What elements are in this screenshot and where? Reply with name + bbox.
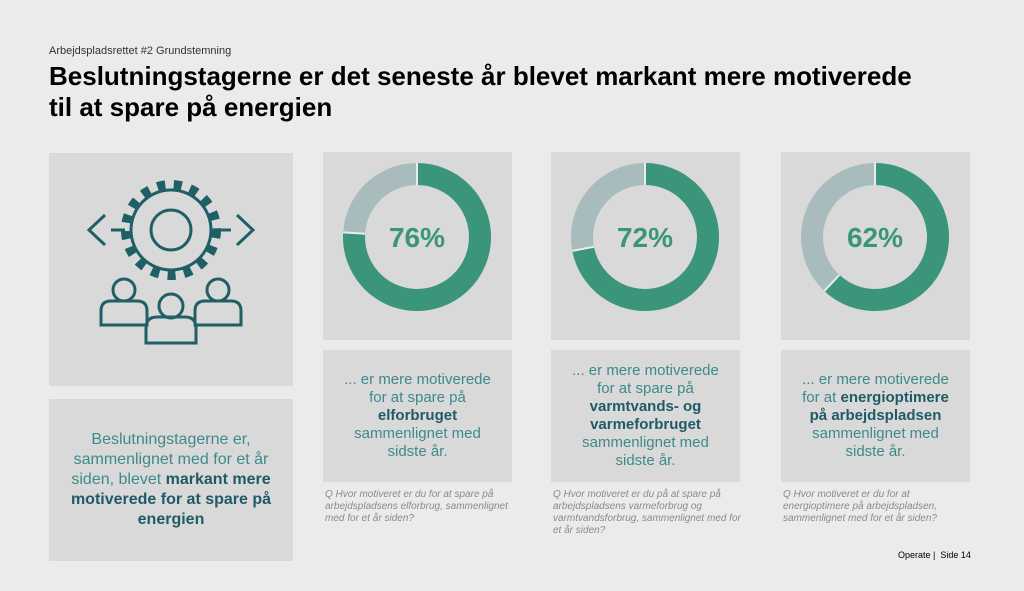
icon xyxy=(86,180,256,345)
summary-text-bold: markant mere motiverede for at spare på … xyxy=(70,471,272,528)
description-plain: ... er mere motiverede for at spare på xyxy=(572,362,719,397)
description-plain: ... er mere motiverede for at spare på xyxy=(344,371,491,406)
chart-panel: 76% xyxy=(323,152,512,340)
donut-segment xyxy=(824,163,949,311)
question: Q Hvor motiveret er du for at energiopti… xyxy=(783,489,937,524)
value-label: 62% xyxy=(847,222,903,253)
summary-text-plain: Beslutningstagerne er, sammenlignet med … xyxy=(71,431,269,488)
description-plain: ... er mere motiverede for at xyxy=(802,371,949,406)
donut-chart: 72% xyxy=(571,163,719,311)
description-bold: elforbruget xyxy=(377,407,458,424)
segment-divider xyxy=(572,245,595,252)
description-bold: varmtvands- og varmeforbruget xyxy=(589,398,702,433)
kicker: Arbejdspladsrettet #2 Grundstemning xyxy=(49,45,232,57)
question: Q Hvor motiveret er du for at spare på a… xyxy=(325,489,508,524)
summary: Beslutningstagerne er, sammenlignet med … xyxy=(49,399,293,561)
description: ... er mere motiverede for at spare på v… xyxy=(551,350,740,482)
segment-divider xyxy=(343,231,366,235)
value-label: 72% xyxy=(617,222,673,253)
description-plain: sammenlignet med sidste år. xyxy=(354,425,481,460)
description-text: ... er mere motiverede for at spare på e… xyxy=(341,371,494,461)
title: Beslutningstagerne er det seneste år ble… xyxy=(49,61,912,122)
donut-segment xyxy=(572,163,719,311)
segment-divider xyxy=(823,274,841,292)
description-text: ... er mere motiverede for at energiopti… xyxy=(799,371,952,461)
footer: Operate | Side 14 xyxy=(898,550,971,560)
donut-segment xyxy=(343,163,491,311)
chart-panel: 62% xyxy=(781,152,970,340)
description-text: ... er mere motiverede for at spare på v… xyxy=(569,362,722,470)
description-plain: sammenlignet med sidste år. xyxy=(582,434,709,469)
question: Q Hvor motiveret er du på at spare på ar… xyxy=(553,489,741,536)
description-bold: energioptimere på arbejdspladsen xyxy=(809,389,949,424)
icon-panel xyxy=(49,153,293,386)
value-label: 76% xyxy=(389,222,445,253)
summary-text: Beslutningstagerne er, sammenlignet med … xyxy=(67,430,275,530)
donut-chart: 62% xyxy=(801,163,949,311)
description: ... er mere motiverede for at spare på e… xyxy=(323,350,512,482)
description-plain: sammenlignet med sidste år. xyxy=(812,425,939,460)
chart-panel: 72% xyxy=(551,152,740,340)
description: ... er mere motiverede for at energiopti… xyxy=(781,350,970,482)
donut-chart: 76% xyxy=(343,163,491,311)
